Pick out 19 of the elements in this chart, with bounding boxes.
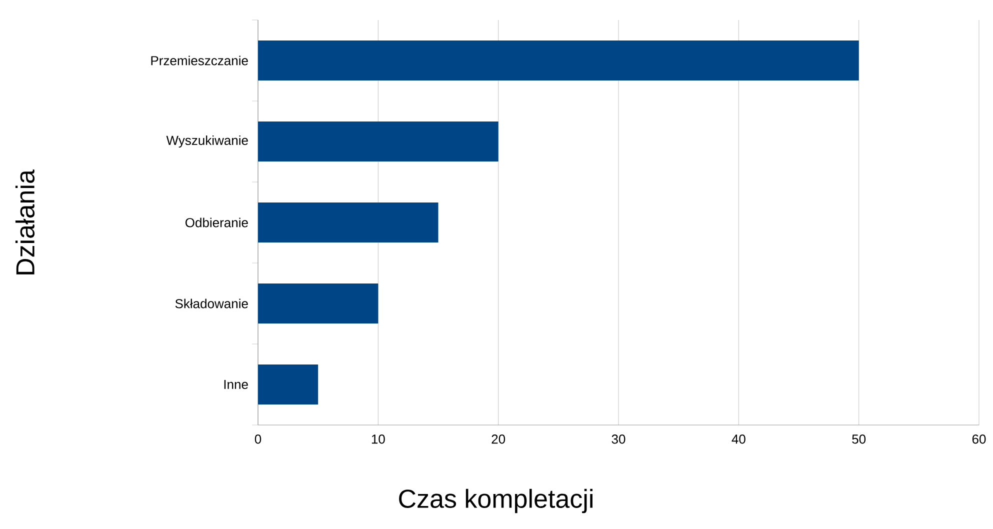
y-tick-label: Składowanie	[175, 298, 248, 308]
bar	[258, 40, 859, 80]
x-tick-label: 40	[732, 434, 746, 444]
y-tick-label: Wyszukiwanie	[166, 135, 248, 148]
x-tick-label: 50	[852, 434, 866, 444]
x-tick-label: 0	[254, 434, 262, 444]
y-axis-title: Działania	[15, 170, 35, 274]
y-tick-label: Odbieranie	[185, 218, 248, 228]
bar	[258, 122, 498, 162]
bar	[258, 364, 318, 405]
x-tick-label: 30	[612, 434, 626, 444]
bar	[258, 202, 438, 243]
x-tick-label: 60	[972, 434, 986, 444]
x-axis-title: Czas kompletacji	[399, 488, 592, 514]
bar	[258, 284, 378, 324]
y-tick-label: Inne	[224, 380, 248, 390]
x-tick-label: 20	[492, 434, 506, 444]
y-tick-label: Przemieszczanie	[151, 56, 248, 66]
x-tick-label: 10	[372, 434, 385, 444]
